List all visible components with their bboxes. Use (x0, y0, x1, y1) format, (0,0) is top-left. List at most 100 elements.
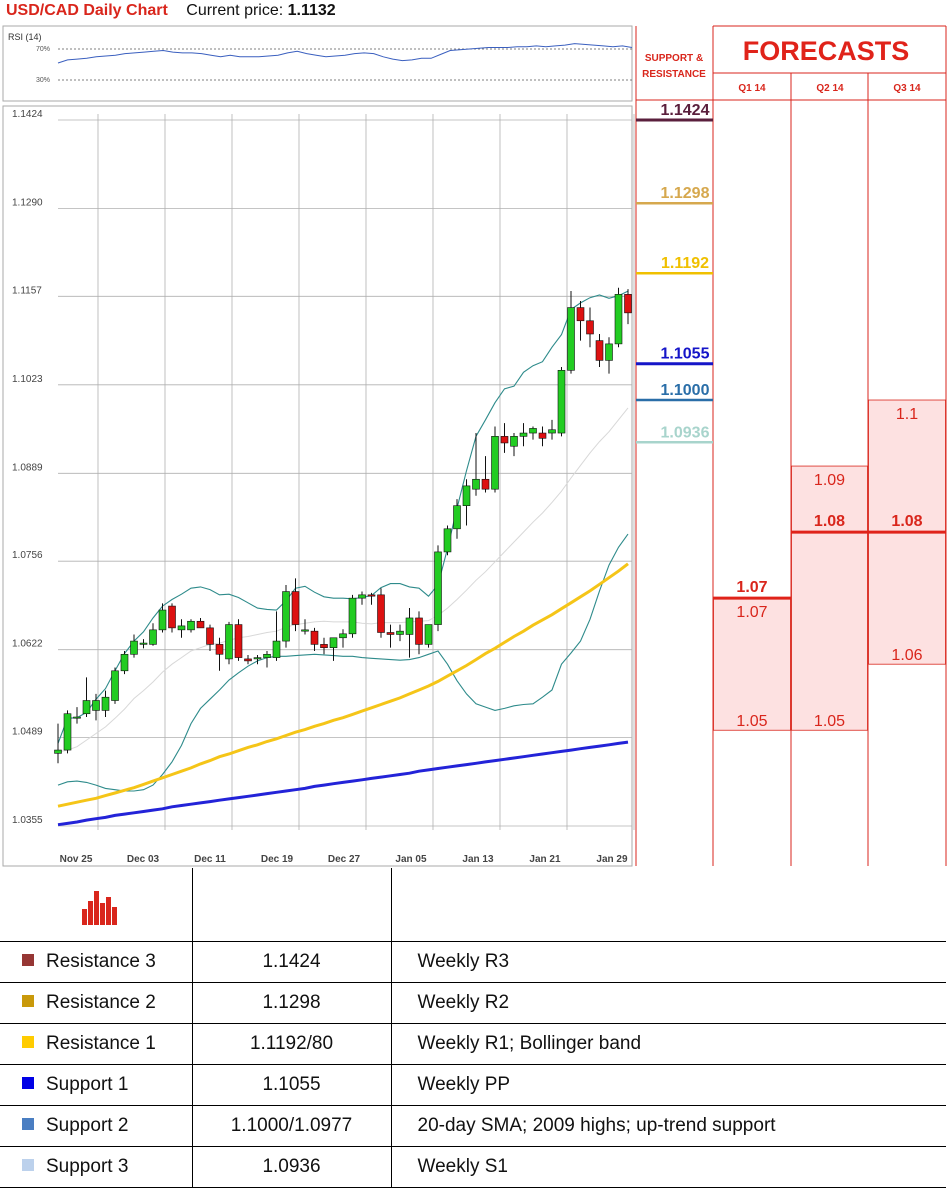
series-line (57, 533, 629, 792)
candle (215, 637, 224, 671)
candle (263, 650, 271, 668)
candle-body (149, 629, 157, 645)
levels-table-header (0, 868, 946, 942)
bar-chart-logo-icon (80, 885, 120, 925)
candle (510, 433, 518, 457)
sr-header-line2: RESISTANCE (642, 69, 706, 80)
level-note: 20-day SMA; 2009 highs; up-trend support (391, 1105, 946, 1147)
forecast-col-q2: Q2 14 (816, 83, 844, 94)
sr-level-label: 1.1192 (661, 255, 709, 272)
support-resistance-panel: SUPPORT & RESISTANCE 1.1424 1.1298 1.1192 1… (635, 26, 714, 866)
candle-body (405, 617, 414, 635)
chart-title: USD/CAD Daily Chart (6, 2, 168, 19)
candle (120, 650, 129, 675)
forecast-high-label: 1.09 (814, 472, 845, 489)
candle (595, 333, 604, 368)
level-note: Weekly R3 (391, 941, 946, 983)
candle-body (443, 528, 452, 553)
forecasts-panel: FORECASTS Q1 14 Q2 14 Q3 14 1.071.051.07… (713, 25, 947, 866)
level-name: Support 3 (46, 1156, 129, 1177)
candle (187, 619, 195, 633)
candle-body (329, 637, 338, 648)
rsi-label: RSI (14) (8, 32, 42, 42)
level-name: Support 1 (46, 1074, 129, 1095)
forecast-median-label: 1.07 (736, 579, 767, 596)
candle-body (101, 696, 110, 711)
candle-body (130, 640, 138, 655)
candle-body (367, 594, 376, 597)
candle-body (139, 642, 148, 645)
y-tick-label: 1.1290 (12, 197, 43, 208)
forecasts-title: FORECASTS (743, 36, 910, 66)
candle (244, 654, 252, 665)
candle (320, 637, 328, 655)
current-price: Current price: 1.1132 (186, 2, 335, 19)
candle (63, 710, 72, 754)
x-tick-label: Jan 13 (462, 854, 494, 865)
rsi-panel (2, 25, 633, 102)
candle-body (111, 670, 119, 701)
candle-body (339, 633, 347, 639)
candle (614, 287, 623, 348)
sr-level-label: 1.1000 (661, 382, 710, 399)
candle-body (54, 749, 62, 754)
level-value: 1.1192/80 (192, 1023, 392, 1065)
candle (54, 723, 62, 764)
value-header-cell (192, 868, 392, 942)
candle (139, 639, 148, 649)
level-value: 1.1000/1.0977 (192, 1105, 392, 1147)
candle (529, 426, 537, 440)
y-tick-label: 1.0622 (12, 639, 43, 650)
y-tick-label: 1.1157 (12, 285, 42, 296)
candle (586, 307, 594, 348)
candle-body (434, 551, 442, 625)
candle (82, 677, 91, 718)
candle-body (510, 436, 518, 447)
series-line (57, 562, 629, 808)
candle-body (548, 429, 556, 434)
level-value: 1.1424 (192, 941, 392, 983)
level-name: Resistance 1 (46, 1033, 156, 1054)
chart-area: RSI (14) 70% 30% 1.1424 1.1290 1.1157 1.102… (2, 25, 947, 867)
forecast-low-label: 1.05 (736, 713, 767, 730)
candle-body (73, 716, 81, 719)
x-tick-label: Dec 11 (194, 854, 226, 865)
candle-body (92, 700, 100, 711)
candle (158, 603, 167, 633)
candle-body (453, 505, 461, 530)
x-tick-label: Dec 03 (127, 854, 160, 865)
candle (168, 603, 176, 633)
candle (424, 624, 433, 648)
candle-body (415, 617, 423, 645)
candle-body (557, 370, 566, 434)
candle (605, 337, 613, 374)
price-plot (2, 105, 633, 867)
level-name: Resistance 3 (46, 951, 156, 972)
candle-body (196, 620, 205, 629)
level-row: Support 1 1.1055 Weekly PP (0, 1064, 946, 1106)
y-tick-label: 1.0889 (12, 462, 43, 473)
candle-body (310, 630, 319, 645)
candle-body (567, 307, 575, 371)
forecast-low-label: 1.05 (814, 713, 845, 730)
candle-body (519, 432, 528, 437)
candle (253, 654, 262, 665)
forecast-col-q1: Q1 14 (738, 83, 766, 94)
level-color-swatch (22, 1076, 34, 1089)
candle-body (177, 625, 186, 631)
candle (367, 592, 376, 605)
candle-body (500, 436, 509, 444)
candle (453, 499, 461, 539)
candle (519, 423, 528, 447)
candle (481, 456, 490, 493)
candle (434, 545, 442, 632)
y-tick-label: 1.1424 (12, 109, 43, 120)
forecast-high-label: 1.07 (736, 604, 767, 621)
candle-body (263, 653, 271, 658)
chart-header: USD/CAD Daily Chart Current price: 1.113… (6, 0, 336, 24)
candle-body (624, 294, 632, 314)
candle-body (291, 591, 300, 625)
forecast-range: 1.1 1.06 1.08 (868, 399, 946, 665)
sr-level-label: 1.1424 (661, 102, 710, 119)
sr-level-label: 1.1055 (661, 346, 710, 363)
